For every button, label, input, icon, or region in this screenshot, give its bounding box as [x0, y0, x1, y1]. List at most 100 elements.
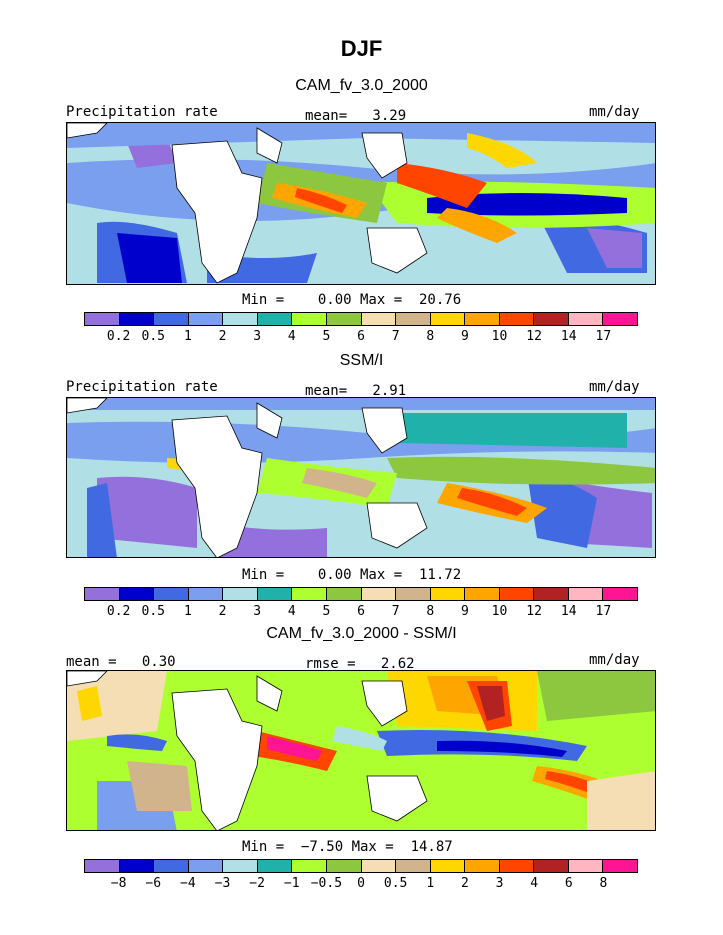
colorbar-tick-label: 17	[595, 604, 612, 619]
colorbar-tick-label: 14	[560, 604, 577, 619]
colorbar-swatch	[119, 313, 155, 325]
colorbar-tick-label: 3	[253, 604, 262, 619]
colorbar-swatch	[430, 313, 466, 325]
colorbar-tick-label: 1	[183, 604, 192, 619]
panel3-minmax: Min = −7.50 Max = 14.87	[242, 839, 453, 855]
colorbar-tick-label: −4	[180, 876, 196, 891]
panel2-colorbar-ticks: 0.2 0.5 1 2 3 4 5 6 7 8 9 10 12 14 17	[84, 604, 638, 620]
colorbar-tick-label: 0.2	[106, 604, 131, 619]
panel1-subtitle: CAM_fv_3.0_2000	[295, 77, 428, 94]
colorbar-tick-label: 4	[530, 876, 539, 891]
panel3-subtitle: CAM_fv_3.0_2000 - SSM/I	[266, 625, 457, 642]
colorbar-tick-label: −1	[283, 876, 300, 891]
colorbar-tick-label: 12	[526, 329, 542, 344]
colorbar-swatch	[499, 588, 535, 600]
colorbar-swatch	[292, 860, 327, 872]
colorbar-swatch	[223, 588, 258, 600]
colorbar-tick-label: 0.5	[141, 329, 165, 344]
colorbar-swatch	[430, 588, 466, 600]
colorbar-tick-label: 6	[564, 876, 573, 891]
panel1-minmax: Min = 0.00 Max = 20.76	[242, 292, 462, 308]
colorbar-swatch	[361, 313, 397, 325]
colorbar-tick-label: 6	[357, 604, 365, 619]
colorbar-swatch	[85, 860, 120, 872]
colorbar-tick-label: 5	[322, 604, 331, 619]
colorbar-swatch	[534, 588, 569, 600]
panel1-mean-label: mean= 3.29	[305, 108, 407, 124]
panel1-colorbar-ticks: 0.2 0.5 1 2 3 4 5 6 7 8 9 10 12 14 17	[84, 329, 638, 345]
colorbar-tick-label: 2	[218, 329, 227, 344]
colorbar-tick-label: 0.2	[106, 329, 131, 344]
colorbar-swatch	[603, 860, 637, 872]
panel1-map	[66, 122, 656, 285]
panel3-difference-field	[67, 671, 655, 830]
panel2-mean-label: mean= 2.91	[305, 383, 407, 399]
colorbar-tick-label: −8	[110, 876, 127, 891]
panel2-colorbar	[84, 587, 638, 601]
colorbar-swatch	[188, 860, 224, 872]
panel1-variable-label: Precipitation rate	[66, 104, 218, 120]
colorbar-swatch	[326, 860, 362, 872]
colorbar-tick-label: 10	[491, 329, 508, 344]
colorbar-swatch	[465, 313, 500, 325]
colorbar-tick-label: 5	[322, 329, 331, 344]
colorbar-tick-label: 8	[426, 604, 435, 619]
colorbar-swatch	[568, 313, 604, 325]
colorbar-swatch	[465, 588, 500, 600]
colorbar-swatch	[361, 588, 397, 600]
colorbar-tick-label: 9	[460, 604, 469, 619]
colorbar-tick-label: 14	[560, 329, 577, 344]
colorbar-swatch	[326, 313, 362, 325]
colorbar-swatch	[603, 588, 637, 600]
colorbar-tick-label: 6	[357, 329, 365, 344]
colorbar-swatch	[85, 588, 120, 600]
colorbar-tick-label: 7	[391, 604, 400, 619]
colorbar-swatch	[188, 588, 224, 600]
colorbar-swatch	[396, 588, 431, 600]
colorbar-tick-label: −2	[249, 876, 265, 891]
panel2-variable-label: Precipitation rate	[66, 379, 218, 395]
colorbar-swatch	[603, 313, 637, 325]
colorbar-tick-label: 0.5	[141, 604, 165, 619]
colorbar-swatch	[568, 860, 604, 872]
colorbar-swatch	[154, 588, 189, 600]
colorbar-swatch	[361, 860, 397, 872]
panel2-units-label: mm/day	[589, 379, 640, 395]
colorbar-swatch	[223, 313, 258, 325]
colorbar-tick-label: 8	[426, 329, 435, 344]
colorbar-swatch	[396, 860, 431, 872]
colorbar-tick-label: 4	[287, 604, 296, 619]
panel3-units-label: mm/day	[589, 652, 640, 668]
panel3-rmse-label: rmse = 2.62	[305, 656, 415, 672]
colorbar-swatch	[499, 860, 535, 872]
panel2-map	[66, 397, 656, 558]
colorbar-tick-label: −3	[214, 876, 231, 891]
colorbar-swatch	[499, 313, 535, 325]
panel2-subtitle: SSM/I	[339, 352, 384, 369]
colorbar-swatch	[119, 588, 155, 600]
colorbar-swatch	[257, 313, 293, 325]
colorbar-swatch	[223, 860, 258, 872]
panel1-colorbar	[84, 312, 638, 326]
colorbar-tick-label: 1	[426, 876, 435, 891]
colorbar-swatch	[534, 313, 569, 325]
colorbar-tick-label: 3	[253, 329, 262, 344]
panel2-precip-field	[67, 398, 655, 557]
colorbar-tick-label: 3	[495, 876, 504, 891]
colorbar-tick-label: 2	[460, 876, 469, 891]
colorbar-tick-label: −6	[145, 876, 162, 891]
colorbar-swatch	[568, 588, 604, 600]
panel1-precip-field	[67, 123, 655, 284]
colorbar-tick-label: 4	[287, 329, 296, 344]
colorbar-swatch	[257, 860, 293, 872]
page-title: DJF	[340, 36, 383, 61]
panel3-map	[66, 670, 656, 831]
panel3-colorbar	[84, 859, 638, 873]
colorbar-tick-label: 7	[391, 329, 400, 344]
colorbar-swatch	[465, 860, 500, 872]
colorbar-swatch	[292, 588, 327, 600]
colorbar-swatch	[154, 313, 189, 325]
colorbar-swatch	[85, 313, 120, 325]
panel1-units-label: mm/day	[589, 104, 640, 120]
colorbar-tick-label: 2	[218, 604, 227, 619]
